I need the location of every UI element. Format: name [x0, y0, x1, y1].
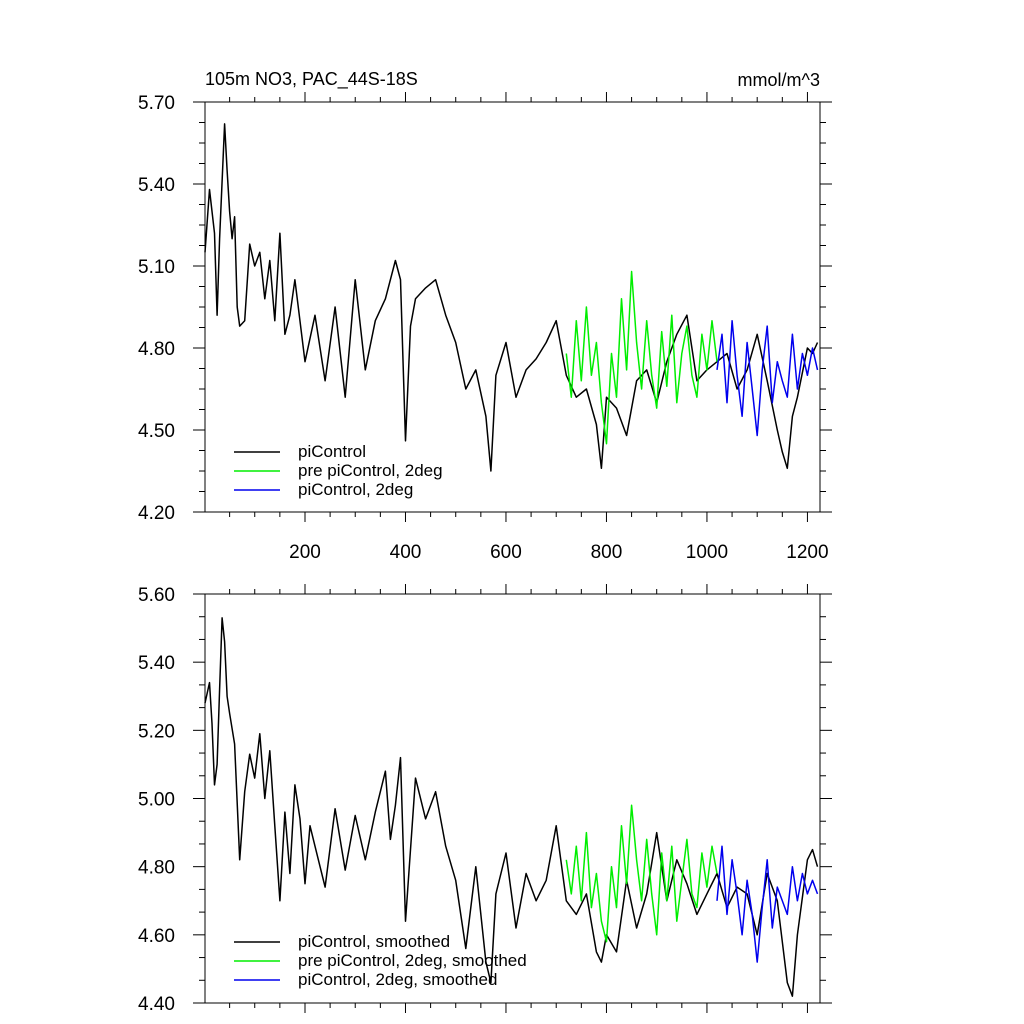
units-label: mmol/m^3: [738, 70, 820, 90]
y-tick-label: 4.40: [138, 994, 175, 1015]
legend-label: piControl: [298, 442, 366, 461]
legend-label: piControl, 2deg: [298, 480, 413, 499]
series-line-1: [204, 123, 819, 472]
series-line-1: [204, 617, 819, 997]
x-tick-label: 1200: [786, 542, 828, 563]
bottom-panel: 4.40 4.60 4.80 5.00 5.20 5.40 5.60 piControl, s…: [138, 584, 832, 1015]
y-tick-label: 4.60: [138, 926, 175, 947]
y-tick-label: 5.40: [138, 653, 175, 674]
y-tick-label: 4.50: [138, 421, 175, 442]
series-line-3: [716, 845, 819, 963]
y-tick-label: 5.20: [138, 721, 175, 742]
legend-label: pre piControl, 2deg, smoothed: [298, 951, 527, 970]
y-tick-label: 5.40: [138, 175, 175, 196]
y-tick-label: 4.80: [138, 339, 175, 360]
y-tick-label: 4.20: [138, 503, 175, 524]
x-tick-label: 600: [490, 542, 522, 563]
legend-label: piControl, 2deg, smoothed: [298, 970, 497, 989]
legend-label: pre piControl, 2deg: [298, 461, 443, 480]
x-tick-label: 800: [591, 542, 623, 563]
series-line-2: [565, 804, 718, 943]
series-line-3: [716, 319, 819, 437]
x-tick-label: 1000: [686, 542, 728, 563]
chart-title: 105m NO3, PAC_44S-18S: [205, 69, 418, 90]
x-tick-label: 200: [289, 542, 321, 563]
legend-label: piControl, smoothed: [298, 932, 450, 951]
y-tick-label: 5.60: [138, 585, 175, 606]
x-tick-label: 400: [390, 542, 422, 563]
y-tick-label: 5.10: [138, 257, 175, 278]
y-tick-label: 4.80: [138, 858, 175, 879]
y-tick-label: 5.00: [138, 790, 175, 811]
top-panel: 105m NO3, PAC_44S-18S mmol/m^3 200 400 600…: [138, 69, 832, 563]
y-tick-label: 5.70: [138, 93, 175, 114]
series-line-2: [565, 270, 718, 445]
